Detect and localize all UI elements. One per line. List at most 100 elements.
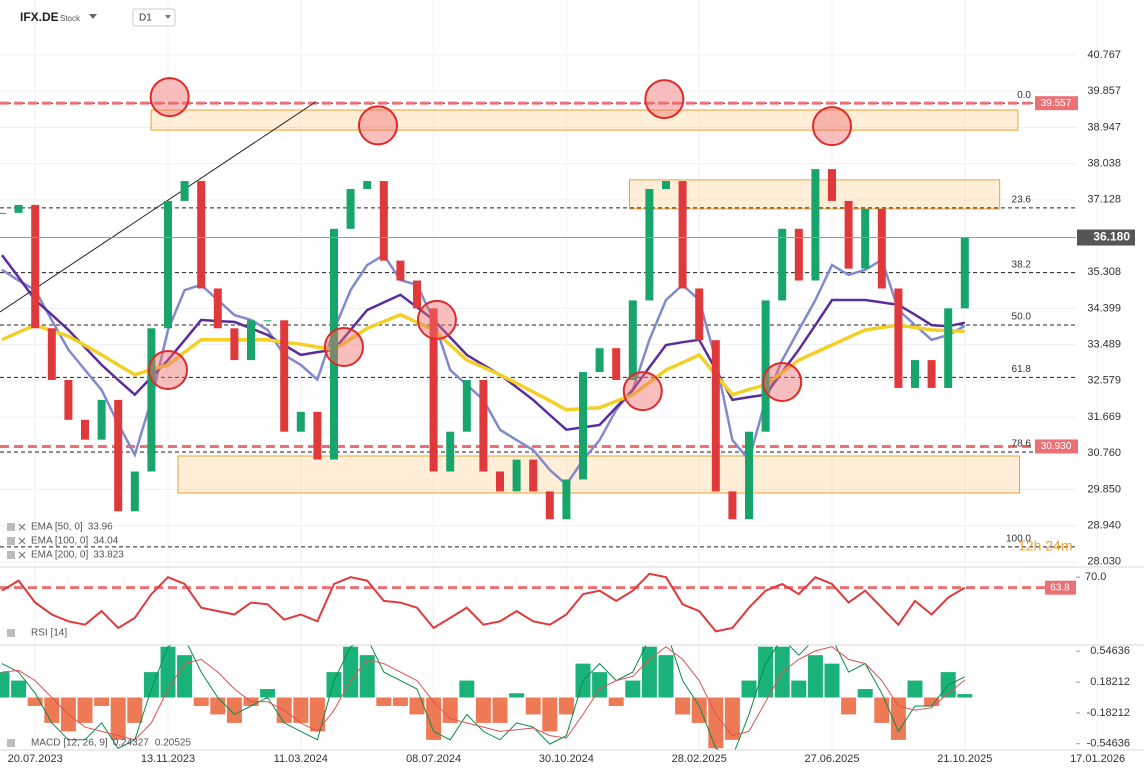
candle	[479, 379, 488, 472]
y-tick-label: 39.857	[1087, 85, 1121, 97]
y-tick-label: 28.030	[1087, 556, 1121, 568]
candle	[31, 204, 40, 329]
candle	[927, 360, 936, 388]
x-tick-label: 11.03.2024	[274, 753, 328, 765]
candle	[778, 228, 787, 301]
macd-bar	[957, 694, 973, 698]
candle	[579, 372, 587, 480]
macd-bar	[841, 697, 857, 715]
candle	[197, 181, 206, 289]
candle	[114, 399, 123, 512]
y-tick-label: 33.489	[1087, 339, 1121, 351]
ema-line	[1, 312, 965, 412]
level-badge	[1035, 439, 1078, 454]
highlight-circle	[644, 79, 685, 120]
symbol-dropdown[interactable]	[89, 14, 97, 19]
macd-bar	[857, 689, 873, 698]
level-badge	[1035, 96, 1078, 111]
last-price-badge	[1077, 229, 1135, 246]
candle	[0, 212, 6, 214]
timeframe-arrow	[165, 15, 171, 19]
level-badge-label: 39.557	[1041, 98, 1072, 109]
legend-value: 0.24327	[113, 738, 150, 749]
fib-label: 100.0	[1006, 534, 1031, 545]
candle	[877, 208, 886, 289]
y-tick-label: 0.54636	[1090, 645, 1130, 657]
macd-bar	[343, 646, 359, 698]
macd-bar	[724, 697, 740, 740]
x-tick-label: 20.07.2023	[8, 753, 63, 765]
legend-label: EMA [200, 0]	[31, 550, 88, 561]
candle	[662, 181, 670, 189]
macd-bar	[409, 697, 425, 715]
symbol[interactable]: IFX.DE	[20, 10, 59, 24]
candle	[164, 200, 172, 329]
rsi-badge	[1045, 580, 1076, 595]
macd-bar	[492, 697, 508, 723]
candle	[147, 328, 156, 472]
macd-line	[1, 645, 966, 750]
fib-label: 23.6	[1012, 195, 1032, 206]
x-tick-label: 17.01.2026	[1070, 753, 1125, 765]
candle	[396, 260, 405, 281]
macd-bar	[160, 646, 176, 698]
candle	[711, 340, 720, 492]
candle	[97, 399, 106, 440]
macd-bar	[177, 655, 193, 698]
macd-bar	[542, 697, 558, 732]
macd-bar	[658, 655, 674, 698]
x-tick-label: 08.07.2024	[406, 753, 461, 765]
timeframe-select[interactable]	[132, 8, 176, 27]
overlay-layer: 20.07.2023 13.11.2023 11.03.2024 08.07.2024…	[7, 49, 1135, 765]
candle	[794, 228, 803, 281]
macd-bar	[890, 697, 906, 740]
y-tick-label: 37.128	[1087, 194, 1121, 206]
candle	[545, 491, 554, 520]
macd-bar	[27, 697, 43, 706]
legend-icon	[7, 537, 15, 545]
macd-bar	[392, 697, 408, 706]
rsi-badge-label: 63.8	[1050, 582, 1070, 593]
candle	[628, 300, 637, 380]
highlight-circle	[812, 106, 852, 147]
legend-value: 34.04	[93, 536, 118, 547]
y-tick-label: 38.038	[1087, 158, 1121, 170]
legend-label: MACD [12, 26, 9]	[31, 738, 108, 749]
candle	[379, 181, 388, 261]
fib-label: 38.2	[1012, 259, 1032, 270]
macd-bar	[525, 697, 541, 715]
macd-bar	[791, 680, 807, 698]
candle	[64, 379, 73, 420]
macd-bar	[824, 663, 840, 698]
candle	[130, 471, 139, 512]
zone	[150, 109, 1019, 131]
macd-bar	[11, 680, 27, 698]
macd-bar	[309, 697, 325, 732]
macd-bar	[807, 655, 823, 698]
y-tick-label: 0.18212	[1090, 676, 1130, 688]
candle	[247, 320, 255, 361]
candle	[645, 189, 654, 301]
x-tick-label: 13.11.2023	[141, 753, 195, 765]
timeframe[interactable]: D1	[139, 13, 152, 24]
macd-line	[1, 646, 966, 741]
macd-panel	[0, 645, 973, 750]
y-tick-label: -0.54636	[1087, 738, 1130, 750]
candle	[81, 419, 89, 440]
legend-label: EMA [100, 0]	[31, 536, 88, 547]
macd-bar	[127, 697, 143, 723]
candle	[213, 288, 222, 329]
candle	[446, 431, 455, 472]
candle	[14, 204, 23, 213]
legend-value: 0.20525	[155, 738, 192, 749]
highlight-circle	[149, 77, 190, 118]
highlight-circle	[148, 350, 188, 391]
legend-value: 33.823	[93, 550, 124, 561]
macd-bar	[675, 697, 691, 715]
x-tick-label: 28.02.2025	[672, 753, 727, 765]
countdown: 12h 24m	[1018, 538, 1072, 554]
candle	[496, 471, 504, 492]
x-tick-label: 21.10.2025	[937, 753, 992, 765]
macd-bar	[110, 697, 126, 740]
